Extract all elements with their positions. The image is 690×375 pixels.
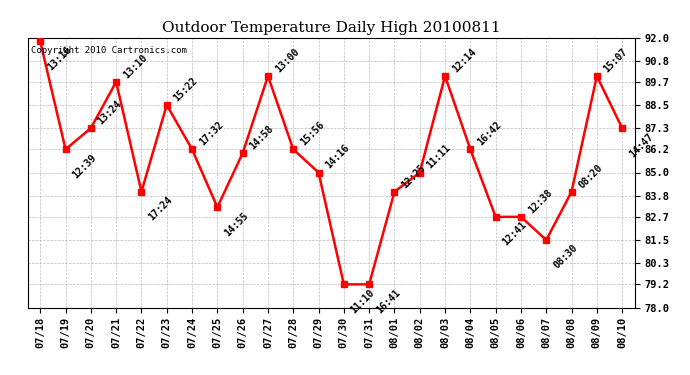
Text: 14:55: 14:55 xyxy=(222,210,250,238)
Text: 12:38: 12:38 xyxy=(526,187,554,215)
Text: 08:30: 08:30 xyxy=(551,243,579,271)
Text: 16:42: 16:42 xyxy=(475,120,503,148)
Text: Copyright 2010 Cartronics.com: Copyright 2010 Cartronics.com xyxy=(30,46,186,55)
Text: 15:22: 15:22 xyxy=(172,75,199,103)
Text: 12:41: 12:41 xyxy=(501,220,529,248)
Text: 14:47: 14:47 xyxy=(627,131,655,159)
Text: 17:24: 17:24 xyxy=(146,195,175,223)
Text: 13:10: 13:10 xyxy=(121,52,149,80)
Text: 16:41: 16:41 xyxy=(374,287,402,315)
Text: 15:07: 15:07 xyxy=(602,46,630,74)
Text: 12:25: 12:25 xyxy=(400,162,427,190)
Text: 14:58: 14:58 xyxy=(248,124,275,152)
Text: 08:20: 08:20 xyxy=(577,162,604,190)
Text: 13:16: 13:16 xyxy=(46,44,73,72)
Text: 11:11: 11:11 xyxy=(425,143,453,171)
Text: 17:32: 17:32 xyxy=(197,120,225,148)
Text: 13:24: 13:24 xyxy=(96,99,124,126)
Text: 12:14: 12:14 xyxy=(450,46,478,74)
Text: 14:16: 14:16 xyxy=(324,143,351,171)
Text: 15:56: 15:56 xyxy=(298,120,326,148)
Title: Outdoor Temperature Daily High 20100811: Outdoor Temperature Daily High 20100811 xyxy=(162,21,500,35)
Text: 11:10: 11:10 xyxy=(349,287,377,315)
Text: 13:00: 13:00 xyxy=(273,46,301,74)
Text: 12:39: 12:39 xyxy=(70,152,99,180)
